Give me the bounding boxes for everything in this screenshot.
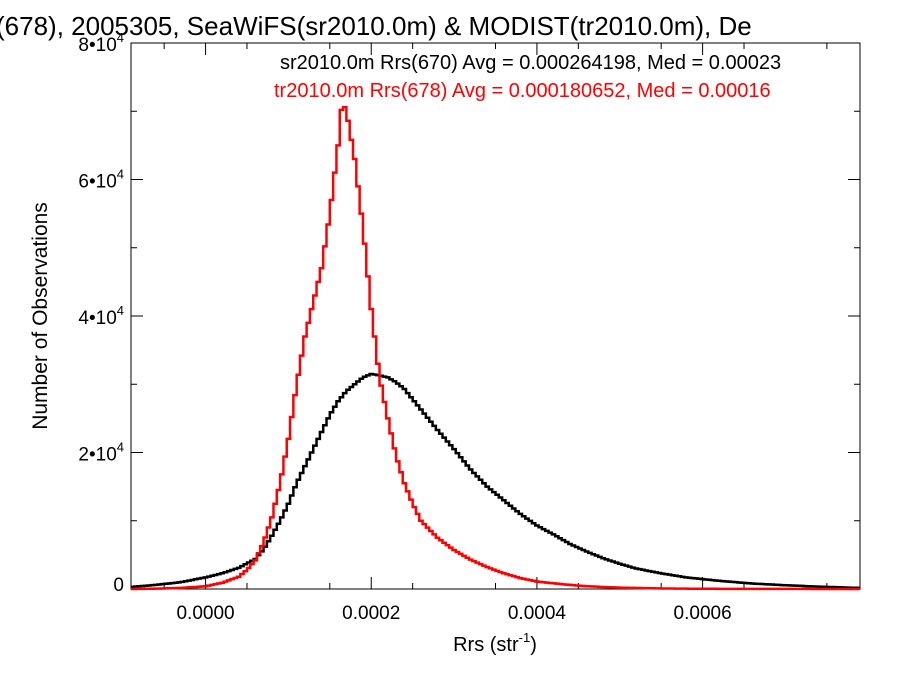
x-axis-label-text: Rrs (str [453, 634, 519, 656]
chart-title: (678), 2005305, SeaWiFS(sr2010.0m) & MOD… [0, 11, 752, 41]
y-tick-label-exp: 4 [117, 440, 124, 455]
series-line-black [131, 372, 860, 590]
x-axis-label-end: ) [530, 634, 537, 656]
x-tick-label: 0.0004 [508, 603, 567, 624]
annotation-red-stats: tr2010.0m Rrs(678) Avg = 0.000180652, Me… [274, 80, 771, 102]
y-tick-label: 6•104 [78, 167, 124, 193]
x-axis-label-sup: -1 [519, 630, 531, 645]
y-tick-label-exp: 4 [117, 167, 124, 182]
x-tick-label: 0.0000 [176, 603, 234, 624]
plot-frame [130, 42, 861, 590]
tick-labels: 0.0000 0.0002 0.0004 0.000602•1044•1046•104… [78, 30, 731, 624]
y-tick-label-base: 4•10 [78, 308, 116, 329]
y-tick-label: 8•104 [78, 30, 124, 56]
y-tick-label: 0 [113, 575, 124, 596]
y-tick-label-base: 0 [113, 575, 124, 596]
x-axis-label: Rrs (str-1) [453, 630, 537, 656]
y-tick-label-exp: 4 [117, 30, 124, 45]
y-tick-label-base: 2•10 [78, 445, 116, 466]
annotation-black-stats: sr2010.0m Rrs(670) Avg = 0.000264198, Me… [280, 52, 781, 74]
y-tick-label-base: 8•10 [78, 35, 116, 56]
y-axis-label: Number of Observations [29, 202, 52, 430]
y-tick-label-base: 6•10 [78, 172, 116, 193]
y-tick-label: 2•104 [78, 440, 124, 466]
y-tick-label-exp: 4 [117, 303, 124, 318]
x-tick-label: 0.0002 [342, 603, 400, 624]
series-lines [131, 105, 860, 591]
y-tick-label: 4•104 [78, 303, 124, 329]
axis-ticks [131, 42, 860, 590]
series-line-red [131, 105, 860, 591]
x-tick-label: 0.0006 [674, 603, 732, 624]
